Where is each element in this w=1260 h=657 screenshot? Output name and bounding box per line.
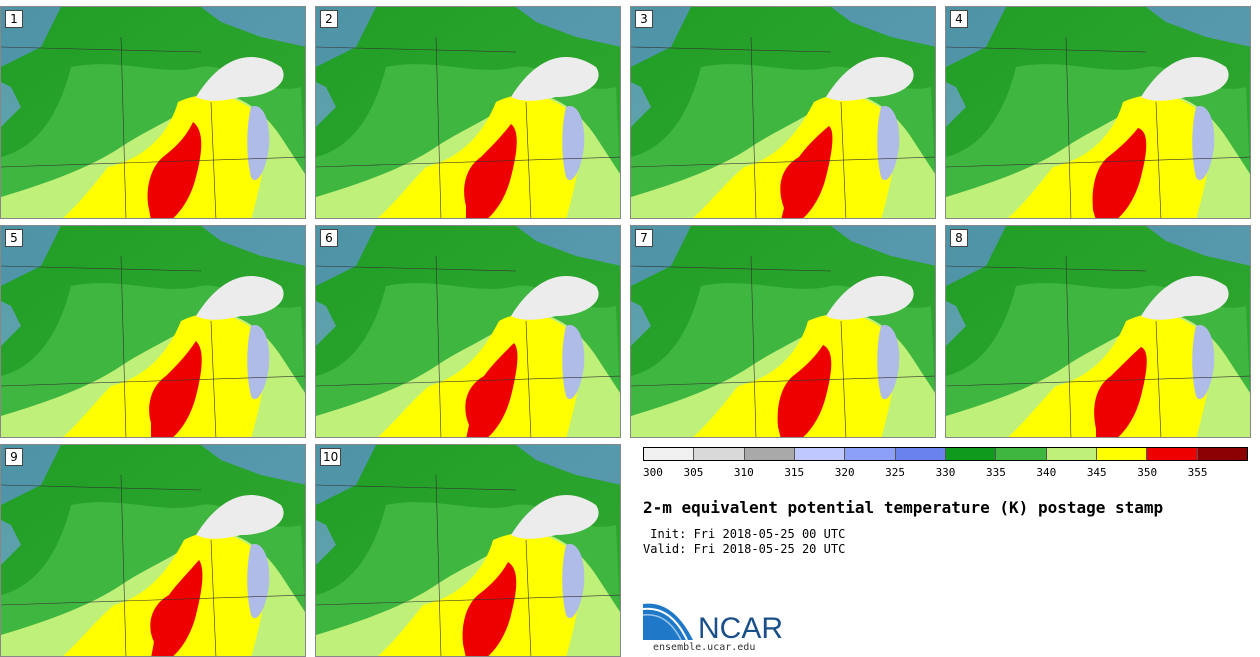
colorbar-tick-label: 325 bbox=[885, 466, 906, 479]
colorbar-tick-label: 350 bbox=[1137, 466, 1158, 479]
colorbar-swatch bbox=[895, 448, 946, 460]
member-number: 3 bbox=[635, 10, 653, 28]
ncar-logo: NCAR bbox=[643, 603, 783, 642]
colorbar-tick-label: 315 bbox=[784, 466, 805, 479]
init-time: Init: Fri 2018-05-25 00 UTC bbox=[643, 527, 846, 541]
colorbar-swatch bbox=[1096, 448, 1148, 460]
figure-title: 2-m equivalent potential temperature (K)… bbox=[643, 498, 1164, 517]
member-number: 7 bbox=[635, 229, 653, 247]
colorbar-tick-label: 345 bbox=[1086, 466, 1107, 479]
colorbar bbox=[643, 447, 1248, 461]
ensemble-member-panel: 10 bbox=[315, 444, 621, 657]
member-number: 9 bbox=[5, 448, 23, 466]
valid-time: Valid: Fri 2018-05-25 20 UTC bbox=[643, 542, 846, 556]
colorbar-tick-label: 305 bbox=[683, 466, 704, 479]
colorbar-tick-label: 320 bbox=[834, 466, 855, 479]
logo-url: ensemble.ucar.edu bbox=[653, 642, 756, 653]
colorbar-tick-label: 310 bbox=[733, 466, 754, 479]
colorbar-tick-label: 300 bbox=[643, 466, 663, 479]
theta-e-map bbox=[1, 445, 305, 656]
ensemble-member-panel: 9 bbox=[0, 444, 306, 657]
ensemble-member-panel: 4 bbox=[945, 6, 1251, 219]
colorbar-labels: 300 305 310 315 320 325 330 335 340 345 350 355 bbox=[643, 466, 1248, 480]
theta-e-map bbox=[316, 7, 620, 218]
member-number: 2 bbox=[320, 10, 338, 28]
colorbar-swatch bbox=[1197, 448, 1247, 460]
member-number: 6 bbox=[320, 229, 338, 247]
theta-e-map bbox=[631, 226, 935, 437]
theta-e-map bbox=[316, 226, 620, 437]
member-number: 8 bbox=[950, 229, 968, 247]
ensemble-member-panel: 2 bbox=[315, 6, 621, 219]
theta-e-map bbox=[946, 226, 1250, 437]
colorbar-swatch bbox=[744, 448, 795, 460]
colorbar-tick-label: 355 bbox=[1187, 466, 1208, 479]
colorbar-swatch bbox=[794, 448, 846, 460]
colorbar-tick-label: 340 bbox=[1036, 466, 1057, 479]
colorbar-swatch bbox=[694, 448, 745, 460]
member-number: 4 bbox=[950, 10, 968, 28]
member-number: 10 bbox=[320, 448, 342, 466]
ncar-logo-text: NCAR bbox=[698, 612, 783, 642]
ensemble-member-panel: 3 bbox=[630, 6, 936, 219]
ensemble-member-panel: 1 bbox=[0, 6, 306, 219]
member-number: 5 bbox=[5, 229, 23, 247]
colorbar-swatch bbox=[845, 448, 896, 460]
theta-e-map bbox=[631, 7, 935, 218]
colorbar-swatch bbox=[996, 448, 1047, 460]
colorbar-tick-label: 335 bbox=[985, 466, 1006, 479]
theta-e-map bbox=[316, 445, 620, 656]
theta-e-map bbox=[946, 7, 1250, 218]
theta-e-map bbox=[1, 7, 305, 218]
colorbar-tick-label: 330 bbox=[935, 466, 956, 479]
ensemble-member-panel: 8 bbox=[945, 225, 1251, 438]
ensemble-member-panel: 7 bbox=[630, 225, 936, 438]
ensemble-member-panel: 5 bbox=[0, 225, 306, 438]
ensemble-member-panel: 6 bbox=[315, 225, 621, 438]
theta-e-map bbox=[1, 226, 305, 437]
colorbar-swatch bbox=[644, 448, 695, 460]
colorbar-swatch bbox=[1046, 448, 1097, 460]
colorbar-swatch bbox=[1147, 448, 1198, 460]
member-number: 1 bbox=[5, 10, 23, 28]
colorbar-swatch bbox=[945, 448, 997, 460]
